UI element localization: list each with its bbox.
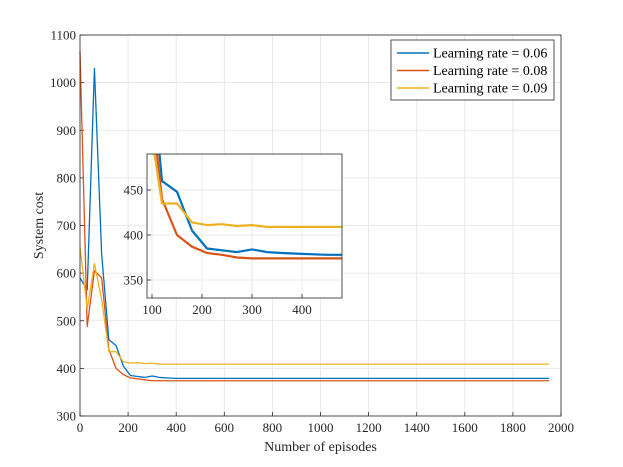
inset-x-tick-label: 200 [192,302,212,317]
legend-label-0.09: Learning rate = 0.09 [433,82,547,97]
main-y-tick-label: 900 [57,123,77,138]
main-y-tick-label: 400 [57,361,77,376]
main-x-tick-label: 1000 [308,420,334,435]
main-plot-frame [79,34,562,417]
inset-series-group [153,154,342,260]
legend-label-0.08: Learning rate = 0.08 [433,64,547,79]
main-y-tick-label: 500 [57,313,77,328]
inset-y-tick-label: 350 [124,273,144,288]
main-x-tick-label: 600 [215,420,235,435]
inset-series-line-1 [155,154,342,260]
main-series-line-0 [79,67,549,380]
legend-label-0.06: Learning rate = 0.06 [433,47,547,62]
x-axis-label: Number of episodes [264,440,377,455]
inset-frame [146,153,343,299]
main-x-tick-label: 1800 [500,420,526,435]
inset-x-tick-label: 400 [292,302,312,317]
main-x-tick-label: 400 [166,420,186,435]
main-x-tick-label: 0 [77,420,84,435]
main-y-tick-label: 300 [57,409,77,424]
main-x-tick-label: 2000 [548,420,574,435]
inset-x-tick-label: 100 [142,302,162,317]
inset-plot: 100 200 300 400 350 400 450 [124,153,343,318]
main-x-tick-label: 1400 [404,420,430,435]
main-y-tick-label: 1100 [50,28,76,43]
inset-x-tick-label: 300 [242,302,262,317]
inset-tick-labels: 100 200 300 400 350 400 450 [124,183,312,318]
legend: Learning rate = 0.06 Learning rate = 0.0… [390,39,555,101]
main-x-tick-label: 1600 [452,420,478,435]
main-tick-labels: 0 200 400 600 800 1000 1200 1400 1600 1800 2000 300… [50,28,574,436]
main-x-tick-label: 1200 [356,420,382,435]
inset-series-line-0 [158,154,342,256]
main-y-tick-label: 600 [57,266,77,281]
main-x-tick-label: 800 [263,420,283,435]
main-series-line-2 [79,246,549,365]
inset-series-line-2 [153,154,342,228]
inset-y-tick-label: 450 [124,183,144,198]
y-axis-label: System cost [32,192,47,259]
main-y-tick-label: 1000 [50,75,76,90]
main-y-tick-label: 700 [57,218,77,233]
main-y-tick-label: 800 [57,170,77,185]
inset-y-tick-label: 400 [124,228,144,243]
main-x-tick-label: 200 [118,420,138,435]
main-series-group [79,51,549,382]
